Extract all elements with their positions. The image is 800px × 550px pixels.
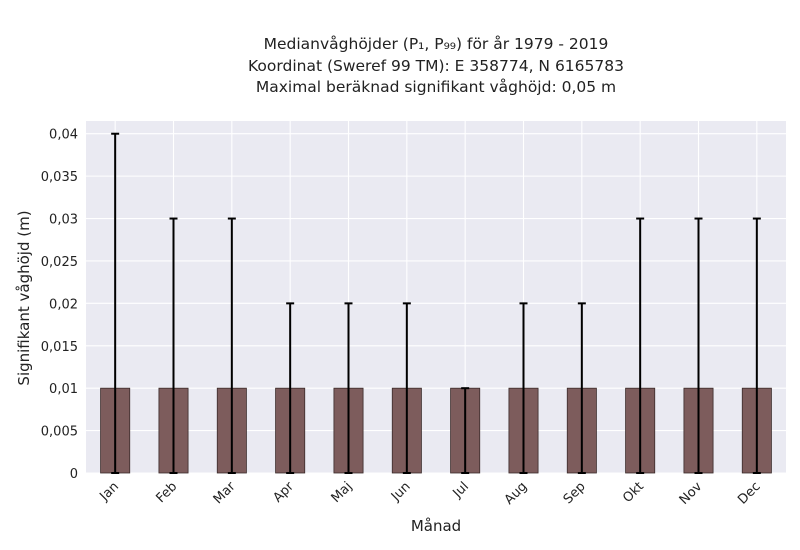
x-tick-label: Jul (450, 479, 472, 501)
y-tick-label: 0,02 (49, 297, 78, 312)
x-tick-label: Mar (211, 479, 239, 507)
x-tick-label: Okt (620, 479, 647, 506)
x-axis-ticks: Jan Feb Mar Apr Maj Jun Jul Aug Sep Okt Nov Dec (97, 479, 764, 508)
error-bars (111, 132, 761, 474)
x-tick-label: Apr (270, 479, 297, 506)
y-tick-label: 0,04 (49, 128, 78, 143)
y-tick-label: 0,025 (41, 255, 78, 270)
y-axis-label: Signifikant våghöjd (m) (15, 210, 33, 385)
y-tick-label: 0,035 (41, 170, 78, 185)
y-tick-label: 0,03 (49, 213, 78, 228)
x-tick-label: Jun (388, 479, 414, 505)
x-axis-label: Månad (411, 517, 461, 535)
chart-title-line-3: Maximal beräknad signifikant våghöjd: 0,… (255, 78, 617, 96)
y-tick-label: 0,005 (41, 425, 78, 440)
chart-title-line-1: Medianvåghöjder (P₁, P₉₉) för år 1979 - … (263, 35, 609, 53)
y-tick-label: 0 (70, 467, 78, 482)
x-tick-label: Sep (561, 479, 589, 507)
x-tick-label: Aug (502, 479, 531, 508)
y-axis-ticks: 0 0,005 0,01 0,015 0,02 0,025 0,03 0,035 0,04 (41, 128, 78, 482)
x-tick-label: Jan (97, 479, 122, 504)
plot-area (86, 121, 786, 473)
x-tick-label: Feb (153, 479, 180, 506)
x-tick-label: Nov (677, 479, 706, 508)
x-tick-label: Dec (735, 479, 763, 507)
chart-title-line-2: Koordinat (Sweref 99 TM): E 358774, N 61… (248, 57, 624, 75)
x-tick-label: Maj (329, 479, 356, 506)
y-tick-label: 0,015 (41, 340, 78, 355)
y-tick-label: 0,01 (49, 382, 78, 397)
